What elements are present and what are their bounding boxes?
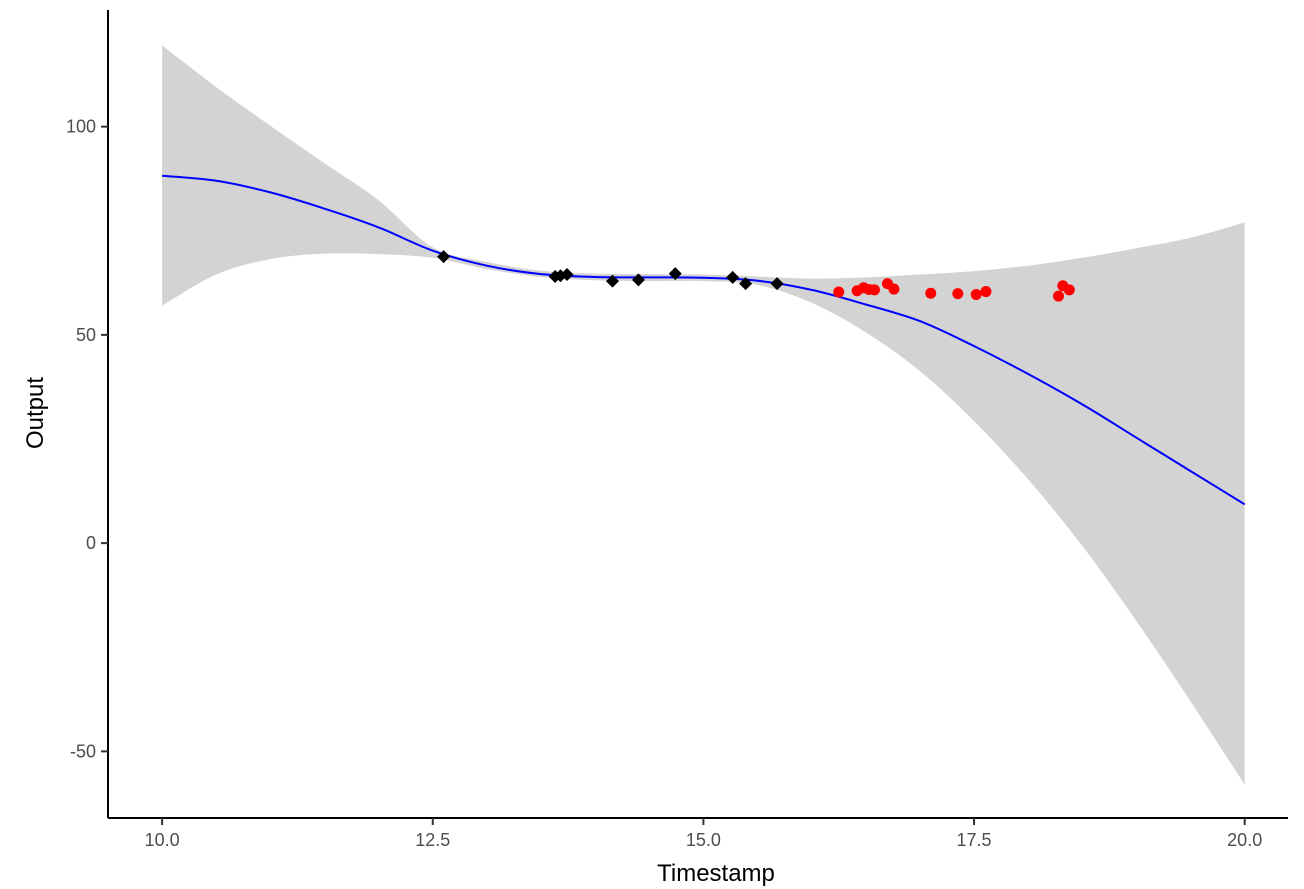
forecast-point	[980, 286, 992, 298]
forecast-point	[1052, 290, 1064, 302]
ticks-layer: 10.0 12.5 15.0 17.5 20.0 -50 0 50 100	[66, 117, 1262, 850]
fit-line	[162, 174, 1246, 506]
x-tick-label: 15.0	[686, 830, 721, 850]
x-tick-label: 20.0	[1227, 830, 1262, 850]
axes-layer	[107, 10, 1288, 819]
y-axis-title: Output	[22, 377, 49, 449]
forecast-point	[868, 284, 880, 296]
points-layer	[437, 250, 1075, 302]
y-tick-label: 50	[76, 325, 96, 345]
x-axis-title: Timestamp	[657, 860, 775, 887]
y-tick-label: -50	[70, 741, 96, 761]
observed-point	[631, 273, 645, 287]
forecast-point	[888, 283, 900, 295]
observed-point	[726, 270, 740, 284]
observed-point	[605, 274, 619, 288]
forecast-point	[1063, 284, 1075, 296]
y-tick-label: 100	[66, 117, 96, 137]
observed-point	[668, 267, 682, 281]
observed-point	[560, 267, 574, 281]
x-tick-label: 17.5	[957, 830, 992, 850]
fit-line-layer	[162, 174, 1246, 506]
x-tick-label: 12.5	[415, 830, 450, 850]
y-tick-label: 0	[86, 533, 96, 553]
forecast-point	[833, 286, 845, 298]
x-tick-label: 10.0	[145, 830, 180, 850]
confidence-band	[162, 45, 1245, 785]
observed-point	[770, 277, 784, 291]
forecast-point	[970, 288, 982, 300]
confidence-band-layer	[162, 45, 1245, 785]
forecast-point	[925, 287, 937, 299]
observed-point	[437, 250, 451, 264]
observed-point	[739, 277, 753, 291]
forecast-point	[952, 288, 964, 300]
